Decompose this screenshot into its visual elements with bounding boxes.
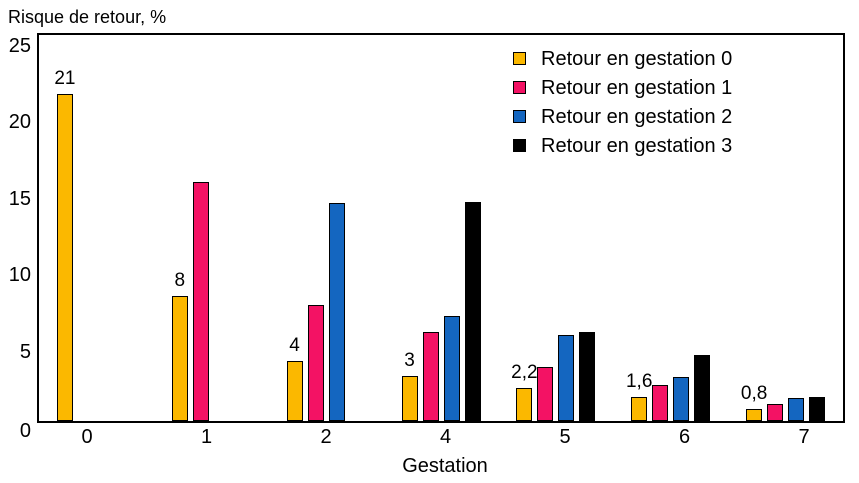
bar-value-label: 3	[404, 350, 415, 371]
bar-series-0-cat-1	[171, 296, 188, 421]
x-tick-label: 2	[320, 426, 332, 448]
bar-series-3-cat-4	[464, 202, 481, 421]
x-axis-title: Gestation	[402, 455, 488, 477]
x-tick-label: 0	[81, 426, 93, 448]
bar-series-1-cat-1	[192, 182, 209, 421]
bar-series-1-cat-5	[537, 367, 554, 421]
bar-series-0-cat-7	[746, 409, 763, 421]
legend-row: Retour en gestation 2	[513, 102, 732, 131]
legend-swatch-icon	[513, 52, 526, 65]
bar-series-3-cat-6	[694, 355, 711, 421]
plot-area: 21 8 4 3 2,2 1,6 0,8	[37, 33, 845, 423]
legend-row: Retour en gestation 3	[513, 131, 732, 160]
x-tick-label: 1	[200, 426, 213, 448]
bar-series-0-cat-6	[631, 397, 648, 421]
bar-series-3-cat-7	[809, 397, 826, 421]
bar-series-2-cat-6	[673, 377, 690, 421]
x-tick-label: 4	[439, 426, 452, 448]
legend: Retour en gestation 0 Retour en gestation…	[513, 44, 732, 160]
bar-series-3-cat-5	[579, 332, 596, 421]
y-tick-label: 5	[19, 341, 31, 363]
legend-label: Retour en gestation 0	[541, 47, 733, 70]
y-tick-label: 0	[19, 420, 31, 442]
legend-swatch-icon	[513, 81, 526, 94]
x-tick-label: 6	[678, 426, 691, 448]
y-axis-title: Risque de retour, %	[8, 7, 167, 27]
legend-row: Retour en gestation 1	[513, 73, 732, 102]
y-tick-label: 15	[8, 188, 31, 210]
bar-value-label: 0,8	[740, 383, 768, 404]
y-tick-label: 25	[8, 35, 31, 57]
legend-label: Retour en gestation 1	[541, 76, 733, 99]
legend-label: Retour en gestation 2	[541, 105, 733, 128]
x-tick-label: 5	[559, 426, 571, 448]
bar-series-1-cat-4	[422, 332, 439, 421]
bar-series-0-cat-5	[516, 388, 533, 421]
y-tick-label: 20	[8, 111, 31, 133]
bar-series-2-cat-2	[328, 203, 345, 421]
bar-series-0-cat-4	[401, 376, 418, 421]
legend-label: Retour en gestation 3	[541, 134, 733, 157]
legend-swatch-icon	[513, 110, 526, 123]
bar-series-1-cat-2	[307, 305, 324, 421]
bar-series-0-cat-2	[286, 361, 303, 421]
legend-row: Retour en gestation 0	[513, 44, 732, 73]
bar-series-1-cat-6	[652, 385, 669, 421]
bar-series-0-cat-0	[56, 94, 73, 421]
bar-value-label: 1,6	[625, 371, 653, 392]
bar-series-2-cat-5	[558, 335, 575, 421]
bar-value-label: 2,2	[511, 362, 538, 383]
legend-swatch-icon	[513, 139, 526, 152]
y-tick-label: 10	[8, 264, 31, 286]
bar-value-label: 8	[174, 270, 186, 291]
bar-series-2-cat-7	[788, 398, 805, 421]
bar-value-label: 4	[289, 335, 300, 356]
bar-series-1-cat-7	[767, 404, 784, 421]
bar-series-2-cat-4	[443, 316, 460, 421]
x-tick-label: 7	[798, 426, 810, 448]
bar-value-label: 21	[54, 68, 76, 89]
